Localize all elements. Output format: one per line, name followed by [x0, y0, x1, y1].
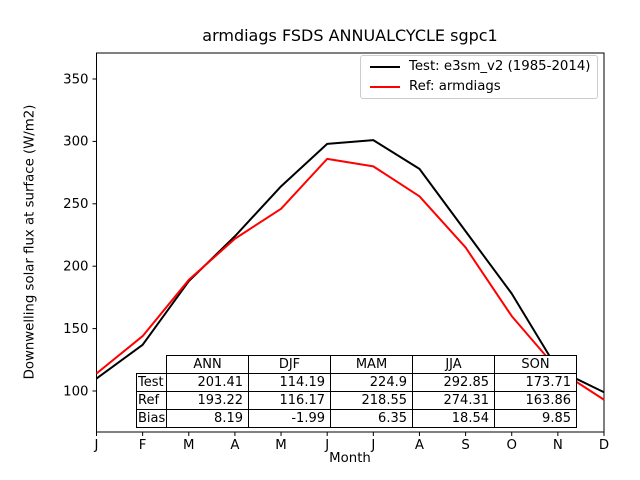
- x-tick-label: J: [370, 438, 375, 453]
- x-tick-label: J: [324, 438, 329, 453]
- y-tick-label: 300: [63, 135, 88, 150]
- table-col-header: SON: [494, 355, 577, 374]
- series-line-ref: [95, 157, 605, 401]
- axes-frame: [96, 52, 605, 433]
- table-cell: 163.86: [494, 391, 577, 410]
- x-tick-label: S: [461, 438, 469, 453]
- legend-label: Test: e3sm_v2 (1985-2014): [409, 59, 591, 75]
- stats-table: ANN DJF MAM JJA SON Test 201.41 114.19 224.9 292.…: [136, 355, 577, 428]
- legend-line-sample: [370, 66, 400, 68]
- table-col-header: ANN: [166, 355, 249, 374]
- table-col-header: JJA: [412, 355, 495, 374]
- x-tick-label: A: [415, 438, 424, 453]
- legend-label: Ref: armdiags: [409, 79, 501, 95]
- legend-entry: Ref: armdiags: [370, 78, 597, 96]
- y-tick-label: 100: [63, 384, 88, 399]
- table-row-header: Ref: [136, 391, 167, 410]
- table-cell: 274.31: [412, 391, 495, 410]
- y-tick-label: 350: [63, 72, 88, 87]
- legend-entry: Test: e3sm_v2 (1985-2014): [370, 58, 597, 76]
- table-cell: 114.19: [248, 373, 331, 392]
- table-cell: 18.54: [412, 409, 495, 428]
- table-cell: 6.35: [330, 409, 413, 428]
- table-cell: 173.71: [494, 373, 577, 392]
- x-axis-label: Month: [329, 451, 371, 466]
- table-row-header: Bias: [136, 409, 167, 428]
- table-cell: 224.9: [330, 373, 413, 392]
- x-tick-label: M: [275, 438, 286, 453]
- x-tick-label: M: [183, 438, 194, 453]
- table-col-header: DJF: [248, 355, 331, 374]
- y-tick-label: 250: [63, 197, 88, 212]
- y-tick-label: 200: [63, 259, 88, 274]
- chart-title: armdiags FSDS ANNUALCYCLE sgpc1: [202, 26, 498, 45]
- table-cell: 292.85: [412, 373, 495, 392]
- table-cell: 218.55: [330, 391, 413, 410]
- table-cell: 9.85: [494, 409, 577, 428]
- table-cell: 116.17: [248, 391, 331, 410]
- x-tick-label: D: [599, 438, 609, 453]
- table-cell: -1.99: [248, 409, 331, 428]
- table-cell: 201.41: [166, 373, 249, 392]
- x-tick-label: A: [230, 438, 239, 453]
- table-cell: 193.22: [166, 391, 249, 410]
- table-col-header: MAM: [330, 355, 413, 374]
- table-corner-cell: [137, 356, 167, 374]
- x-tick-label: N: [553, 438, 563, 453]
- x-tick-label: J: [94, 438, 99, 453]
- x-tick-label: O: [506, 438, 516, 453]
- x-tick-label: F: [139, 438, 147, 453]
- y-tick-label: 150: [63, 322, 88, 337]
- series-line-test: [95, 139, 605, 394]
- table-cell: 8.19: [166, 409, 249, 428]
- legend: Test: e3sm_v2 (1985-2014) Ref: armdiags: [360, 55, 598, 99]
- legend-line-sample: [370, 86, 400, 88]
- table-row-header: Test: [136, 373, 167, 392]
